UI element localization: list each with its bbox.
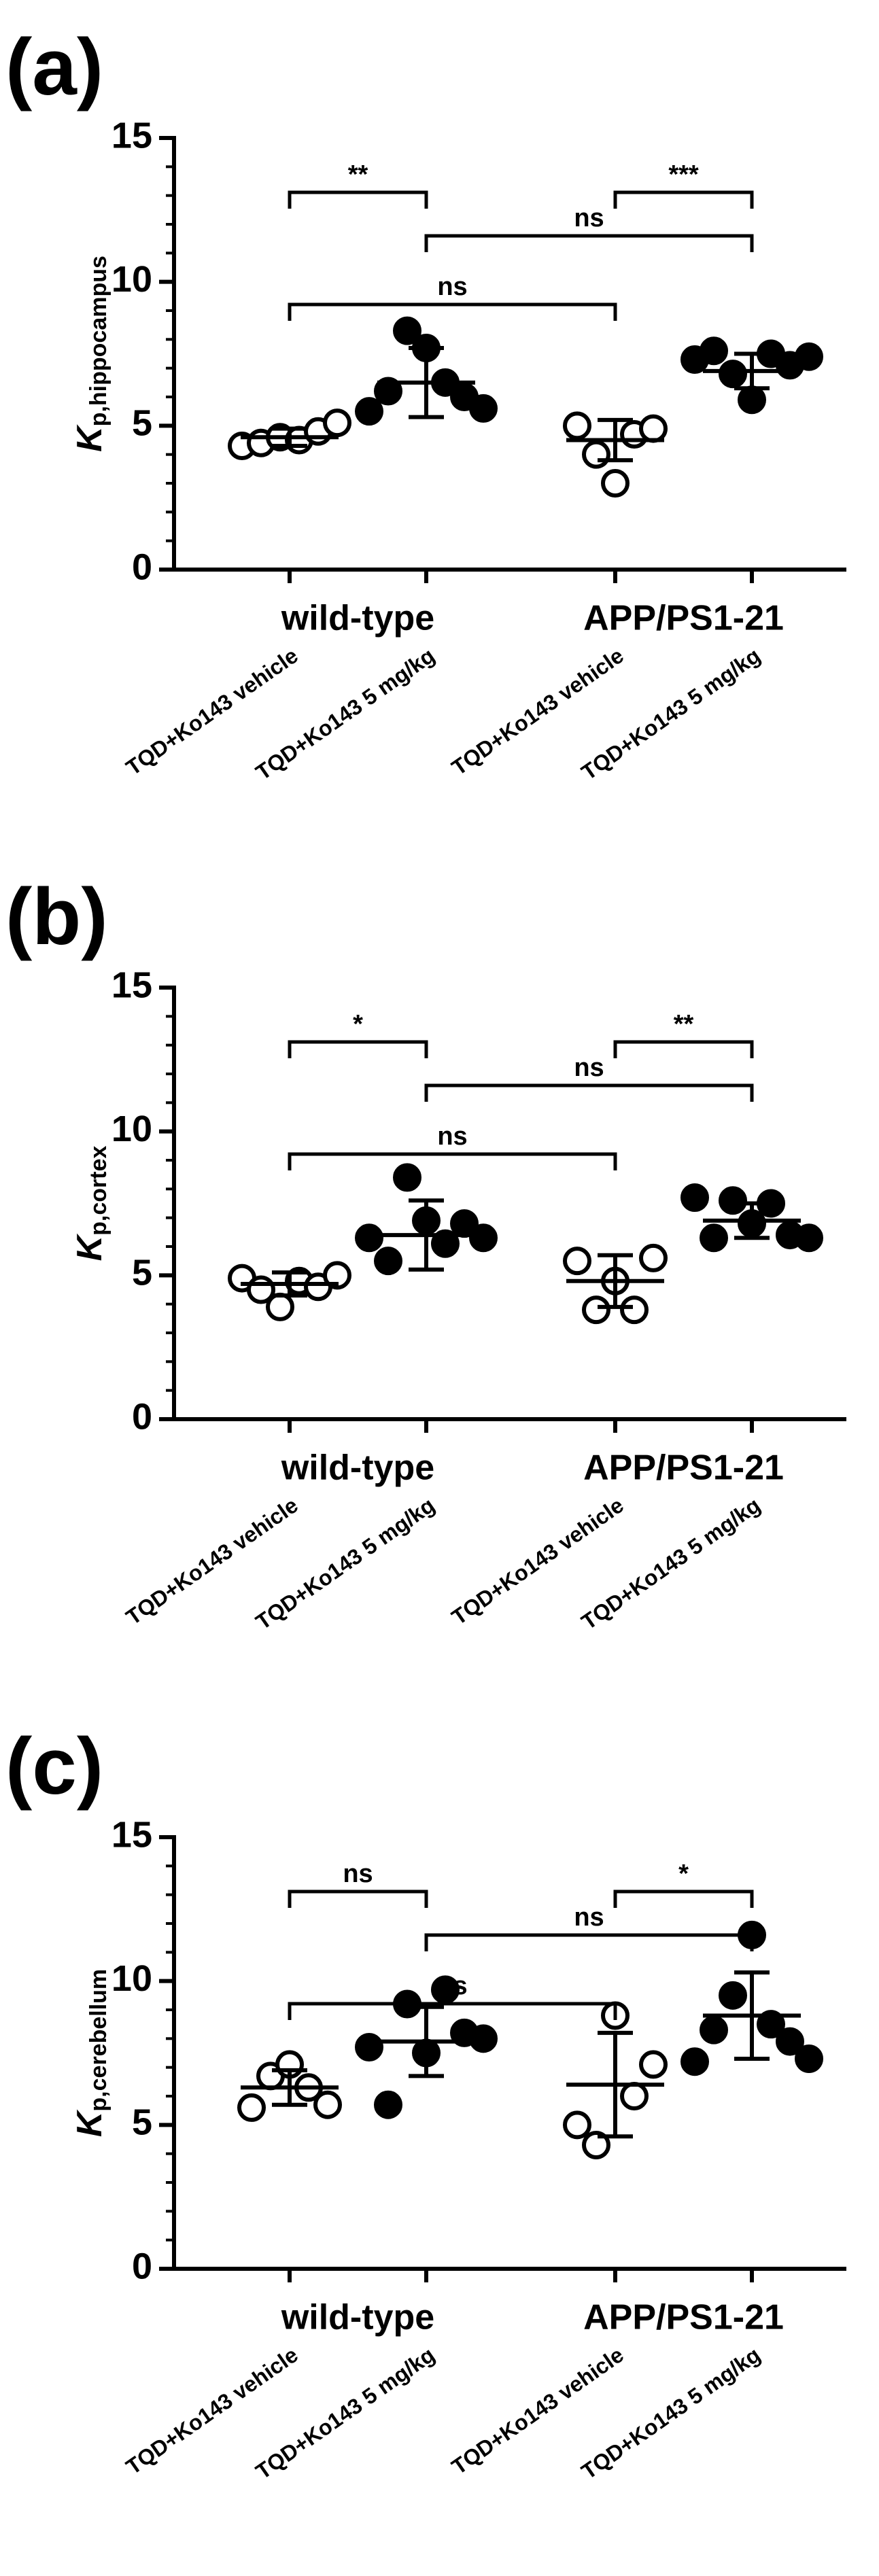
data-point: [563, 411, 591, 440]
significance-label: ns: [437, 273, 467, 301]
y-axis-label: Kp,cerebellum: [70, 1969, 111, 2137]
data-point: [563, 2110, 591, 2140]
significance-label: **: [348, 160, 368, 189]
data-point: [639, 414, 668, 443]
data-point: [620, 2082, 649, 2110]
panel-label: (a): [5, 22, 103, 112]
data-point: [700, 336, 728, 366]
panel-label: (b): [5, 872, 108, 962]
y-axis-label-main: K: [70, 424, 109, 452]
significance-bracket: [424, 1933, 754, 1951]
data-point: [700, 1223, 728, 1253]
data-point: [393, 1163, 421, 1192]
significance-label: **: [674, 1010, 694, 1039]
y-tick-label: 0: [132, 546, 152, 587]
y-tick-label: 0: [132, 2246, 152, 2286]
significance-bracket: [288, 302, 617, 321]
significance-label: ns: [574, 1903, 604, 1932]
group-label: wild-type: [281, 1448, 434, 1488]
significance-bracket: [288, 1152, 617, 1170]
y-tick-label: 15: [111, 964, 152, 1005]
y-tick-label: 5: [132, 403, 152, 444]
y-tick-label: 5: [132, 2102, 152, 2143]
data-point: [237, 2093, 266, 2122]
data-point: [374, 1247, 402, 1276]
data-point: [323, 408, 351, 438]
significance-label: ns: [437, 1972, 467, 2000]
data-point: [639, 2050, 668, 2079]
data-point: [355, 397, 383, 426]
y-axis-label: Kp,cortex: [70, 1145, 111, 1261]
data-point: [469, 2024, 498, 2053]
y-axis-label-sub: p,hippocampus: [86, 256, 111, 426]
significance-bracket: [613, 1890, 754, 1908]
significance-bracket: [288, 1040, 428, 1058]
data-point: [582, 2130, 610, 2159]
data-point: [431, 1975, 460, 2004]
data-point: [601, 469, 630, 498]
data-point: [355, 1223, 383, 1253]
y-tick-label: 15: [111, 1814, 152, 1855]
data-point: [700, 2015, 728, 2044]
y-tick-label: 10: [111, 1958, 152, 1999]
data-point: [431, 1229, 460, 1258]
y-tick-label: 5: [132, 1253, 152, 1293]
data-point: [374, 377, 402, 406]
data-point: [719, 1186, 747, 1215]
data-point: [639, 1243, 668, 1272]
data-point: [563, 1247, 591, 1276]
data-point: [582, 440, 610, 469]
panel-label: (c): [5, 1722, 103, 1811]
y-tick-label: 10: [111, 259, 152, 300]
significance-bracket: [424, 1083, 754, 1102]
significance-bracket: [613, 1040, 754, 1058]
data-point: [757, 2010, 785, 2039]
significance-label: *: [678, 1860, 689, 1888]
significance-label: ns: [437, 1122, 467, 1151]
data-point: [680, 2047, 709, 2076]
significance-label: ns: [343, 1860, 373, 1888]
significance-label: ns: [574, 1054, 604, 1082]
data-point: [738, 385, 766, 415]
y-tick-label: 15: [111, 115, 152, 156]
y-tick-label: 0: [132, 1396, 152, 1437]
significance-bracket: [288, 190, 428, 209]
data-point: [469, 1223, 498, 1253]
significance-bracket: [288, 1890, 428, 1908]
data-point: [680, 1183, 709, 1213]
group-label: wild-type: [281, 2298, 434, 2337]
significance-bracket: [424, 234, 754, 252]
data-point: [795, 342, 823, 371]
significance-bracket: [288, 2002, 617, 2020]
significance-label: *: [353, 1010, 363, 1039]
data-point: [776, 2027, 804, 2056]
data-point: [719, 1981, 747, 2010]
data-point: [582, 1295, 610, 1325]
data-point: [795, 2044, 823, 2073]
data-point: [620, 1295, 649, 1325]
group-label: APP/PS1-21: [583, 599, 784, 638]
y-axis-label-main: K: [70, 2109, 109, 2137]
y-axis-label-sub: p,cerebellum: [86, 1969, 111, 2112]
data-point: [313, 2090, 342, 2119]
data-point: [266, 1292, 294, 1321]
data-point: [374, 2090, 402, 2119]
significance-bracket: [613, 190, 754, 209]
y-axis-label: Kp,hippocampus: [70, 256, 111, 452]
y-axis-label-main: K: [70, 1233, 109, 1261]
significance-label: ***: [668, 160, 699, 189]
group-label: APP/PS1-21: [583, 1448, 784, 1488]
data-point: [323, 1261, 351, 1290]
data-point: [393, 316, 421, 345]
data-point: [355, 2033, 383, 2062]
group-label: wild-type: [281, 599, 434, 638]
data-point: [795, 1223, 823, 1253]
y-tick-label: 10: [111, 1109, 152, 1149]
significance-label: ns: [574, 204, 604, 232]
group-label: APP/PS1-21: [583, 2298, 784, 2337]
y-axis-label-sub: p,cortex: [86, 1145, 111, 1235]
data-point: [469, 394, 498, 423]
data-point: [719, 360, 747, 389]
